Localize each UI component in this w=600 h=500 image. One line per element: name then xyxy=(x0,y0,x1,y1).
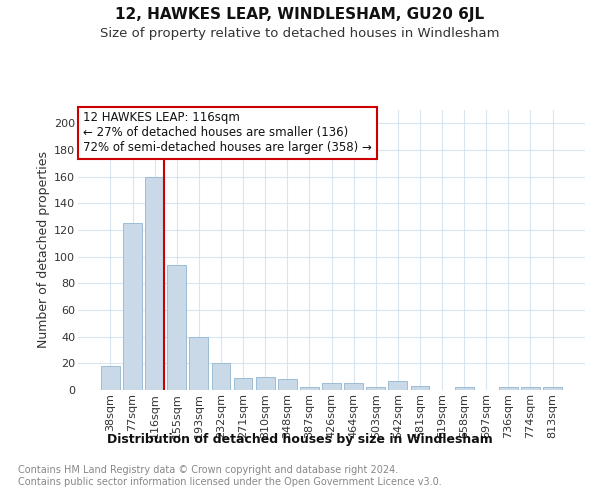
Bar xyxy=(145,176,164,390)
Bar xyxy=(278,380,296,390)
Text: 12 HAWKES LEAP: 116sqm
← 27% of detached houses are smaller (136)
72% of semi-de: 12 HAWKES LEAP: 116sqm ← 27% of detached… xyxy=(83,112,372,154)
Bar xyxy=(410,386,430,390)
Bar xyxy=(167,264,186,390)
Bar xyxy=(499,388,518,390)
Bar xyxy=(212,364,230,390)
Text: Size of property relative to detached houses in Windlesham: Size of property relative to detached ho… xyxy=(100,28,500,40)
Bar xyxy=(388,380,407,390)
Bar xyxy=(367,388,385,390)
Bar xyxy=(256,376,275,390)
Bar xyxy=(233,378,253,390)
Text: 12, HAWKES LEAP, WINDLESHAM, GU20 6JL: 12, HAWKES LEAP, WINDLESHAM, GU20 6JL xyxy=(115,8,485,22)
Bar xyxy=(455,388,473,390)
Bar xyxy=(344,384,363,390)
Bar xyxy=(322,384,341,390)
Bar xyxy=(190,336,208,390)
Text: Contains HM Land Registry data © Crown copyright and database right 2024.
Contai: Contains HM Land Registry data © Crown c… xyxy=(18,465,442,486)
Y-axis label: Number of detached properties: Number of detached properties xyxy=(37,152,50,348)
Bar xyxy=(300,388,319,390)
Bar xyxy=(123,224,142,390)
Bar xyxy=(543,388,562,390)
Bar xyxy=(521,388,540,390)
Text: Distribution of detached houses by size in Windlesham: Distribution of detached houses by size … xyxy=(107,432,493,446)
Bar xyxy=(101,366,120,390)
